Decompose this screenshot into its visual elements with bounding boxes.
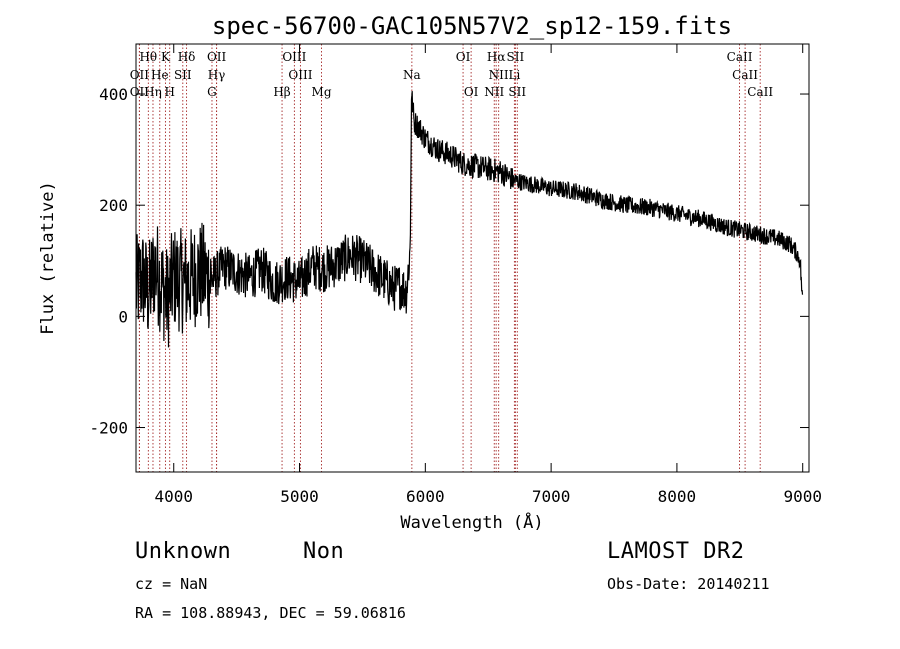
line-marker-label-4: OIII	[282, 50, 306, 64]
x-tick-label-3: 7000	[532, 487, 571, 506]
line-marker-label-6: Hα	[487, 50, 506, 64]
survey-label: LAMOST DR2	[607, 539, 745, 564]
line-marker-label-17: CaII	[732, 68, 758, 82]
y-axis-label: Flux (relative)	[38, 181, 58, 335]
line-marker-label-26: SII	[508, 85, 526, 99]
line-marker-label-27: CaII	[747, 85, 773, 99]
line-marker-label-21: G	[207, 85, 217, 99]
plot-frame	[135, 43, 810, 473]
x-axis-label: Wavelength (Å)	[400, 511, 543, 533]
line-marker-label-0: Hθ	[139, 50, 157, 64]
line-marker-label-13: OIII	[288, 68, 312, 82]
line-marker-label-22: Hβ	[273, 85, 290, 99]
line-marker-label-8: CaII	[727, 50, 753, 64]
y-tick-label-3: 400	[99, 85, 128, 104]
chart-title: spec-56700-GAC105N57V2_sp12-159.fits	[212, 12, 732, 40]
line-marker-label-16: Li	[508, 68, 520, 82]
line-marker-label-10: He	[151, 68, 169, 82]
line-marker-label-20: H	[164, 85, 174, 99]
line-marker-label-7: SII	[507, 50, 525, 64]
line-marker-label-3: OII	[207, 50, 227, 64]
line-marker-label-15: NII	[489, 68, 509, 82]
x-axis: 4000 5000 6000 7000 8000 9000	[154, 44, 822, 506]
line-marker-label-24: OI	[464, 85, 479, 99]
line-marker-label-11: SII	[174, 68, 192, 82]
line-marker-label-14: Na	[403, 68, 421, 82]
x-tick-label-2: 6000	[406, 487, 445, 506]
line-marker-label-9: OII	[130, 68, 150, 82]
class-label: Unknown	[135, 539, 232, 564]
line-marker-label-2: Hδ	[178, 50, 196, 64]
spectrum-line	[135, 91, 804, 348]
y-tick-label-0: -200	[89, 419, 128, 438]
y-tick-label-1: 0	[118, 307, 128, 326]
y-tick-label-2: 200	[99, 196, 128, 215]
redshift-text: cz = NaN	[135, 575, 208, 593]
line-marker-label-5: OI	[456, 50, 471, 64]
y-axis: -200 0 200 400	[89, 85, 809, 438]
line-marker-label-25: NII	[484, 85, 504, 99]
x-tick-label-0: 4000	[154, 487, 193, 506]
line-marker-label-23: Mg	[312, 85, 332, 99]
coordinates-text: RA = 108.88943, DEC = 59.06816	[135, 604, 406, 622]
line-marker-label-12: Hγ	[208, 68, 226, 82]
line-marker-label-18: OII	[130, 85, 150, 99]
x-tick-label-1: 5000	[280, 487, 319, 506]
x-tick-label-4: 8000	[658, 487, 697, 506]
obs-date-text: Obs-Date: 20140211	[607, 575, 770, 593]
x-tick-label-5: 9000	[783, 487, 822, 506]
subclass-label: Non	[303, 539, 345, 564]
line-marker-label-19: Hη	[144, 85, 162, 99]
line-marker-label-1: K	[161, 50, 171, 64]
